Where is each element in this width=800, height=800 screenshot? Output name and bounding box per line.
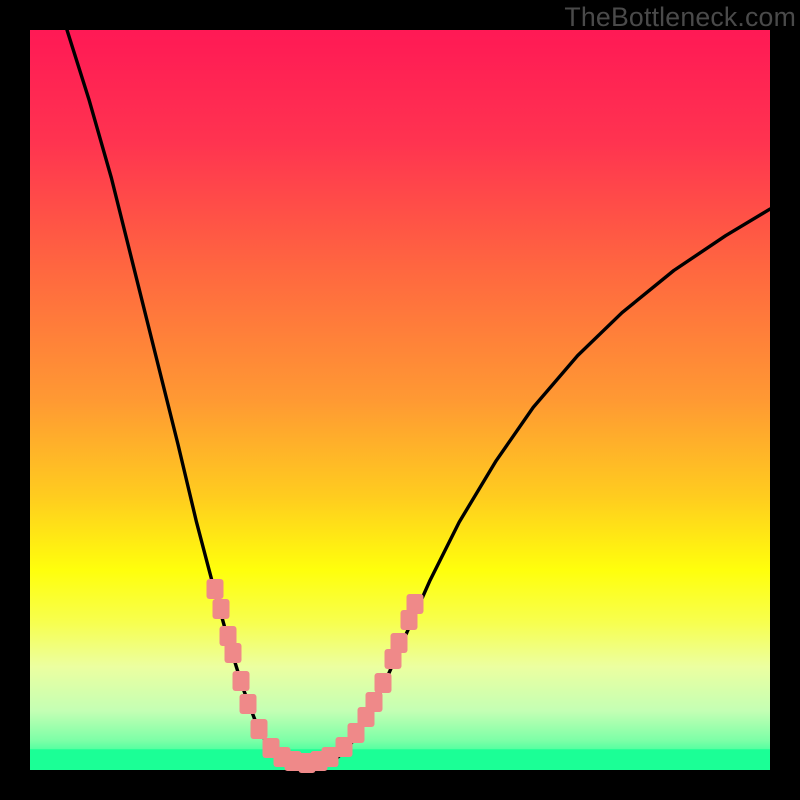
data-marker: [251, 719, 268, 739]
data-marker: [212, 599, 229, 619]
data-marker: [224, 643, 241, 663]
bottleneck-curve: [67, 30, 770, 767]
data-marker: [240, 694, 257, 714]
data-marker: [366, 692, 383, 712]
green-band: [30, 749, 770, 770]
watermark-text: TheBottleneck.com: [564, 2, 796, 33]
data-marker: [207, 579, 224, 599]
data-marker: [232, 671, 249, 691]
data-marker: [374, 673, 391, 693]
data-marker: [406, 594, 423, 614]
chart-curve-layer: [0, 0, 800, 800]
data-marker: [390, 633, 407, 653]
